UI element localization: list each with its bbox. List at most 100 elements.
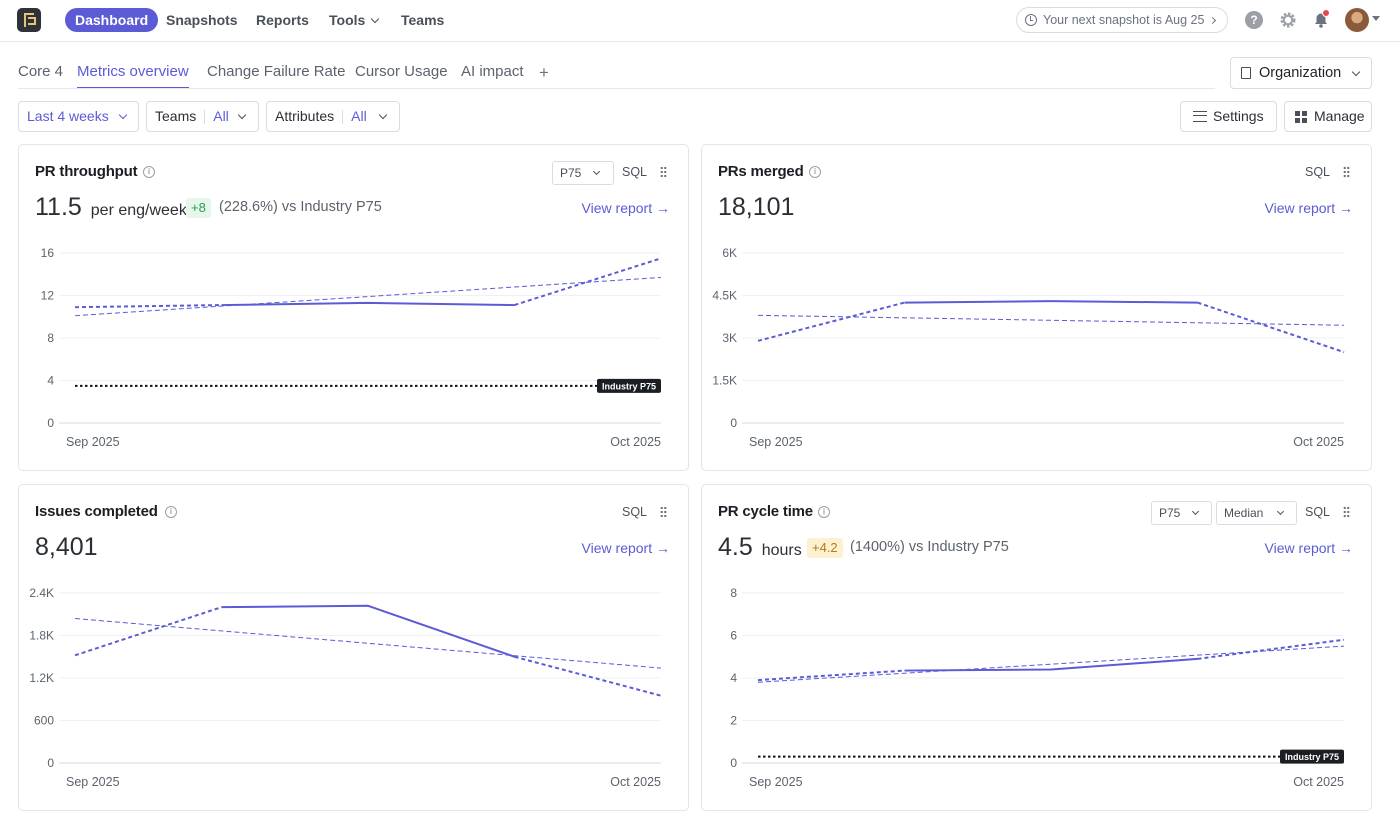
tabs-divider <box>18 88 1215 89</box>
organization-label: Organization <box>1259 65 1342 81</box>
delta-badge: +8 <box>186 198 211 218</box>
y-tick-label: 16 <box>41 246 55 260</box>
view-report-link[interactable]: View report → <box>581 200 670 216</box>
info-icon[interactable]: i <box>809 166 821 178</box>
sql-button[interactable]: SQL <box>1305 505 1331 519</box>
y-tick-label: 1.8K <box>29 629 54 643</box>
series-partial-start <box>757 669 905 682</box>
nav-snapshots[interactable]: Snapshots <box>166 12 238 28</box>
metric-card-issues-completed: Issues completed i SQL 8,401 View report… <box>18 484 689 811</box>
app-logo[interactable] <box>17 8 41 32</box>
view-report-link[interactable]: View report → <box>581 540 670 556</box>
y-tick-label: 8 <box>47 331 54 345</box>
sql-button[interactable]: SQL <box>622 165 648 179</box>
info-icon[interactable]: i <box>143 166 155 178</box>
metric-card-pr-throughput: PR throughput i P75 SQL 11.5 per eng/wee… <box>18 144 689 471</box>
drag-handle-icon[interactable] <box>1343 506 1350 518</box>
y-tick-label: 4 <box>730 671 737 685</box>
separator <box>204 110 206 125</box>
benchmark-label-bg <box>597 378 661 393</box>
y-tick-label: 1.2K <box>29 671 54 685</box>
attributes-filter-label: Attributes <box>275 108 335 124</box>
series-line <box>221 301 515 307</box>
x-tick-label: Oct 2025 <box>1293 775 1344 789</box>
help-icon[interactable]: ? <box>1245 11 1263 29</box>
percentile-select[interactable]: P75 <box>552 161 614 185</box>
y-tick-label: 0 <box>730 756 737 770</box>
line-chart: 2.4K 1.8K 1.2K 600 0 Sep 2025 Oct 2025 <box>29 586 662 789</box>
grid-icon <box>1295 111 1307 123</box>
card-title: PR throughput <box>35 163 138 180</box>
drag-handle-icon[interactable] <box>1343 166 1350 178</box>
separator <box>342 110 344 125</box>
top-nav: Dashboard Snapshots Reports Tools Teams … <box>0 0 1400 42</box>
next-snapshot-pill[interactable]: Your next snapshot is Aug 25 <box>1016 7 1228 33</box>
trend-line <box>74 276 662 317</box>
metric-value: 11.5 per eng/week <box>35 193 187 222</box>
metric-value: 8,401 <box>35 533 98 562</box>
tab-change-failure-rate[interactable]: Change Failure Rate <box>207 63 346 80</box>
view-report-link[interactable]: View report → <box>1264 200 1353 216</box>
view-report-link[interactable]: View report → <box>1264 540 1353 556</box>
nav-tools[interactable]: Tools <box>329 8 380 32</box>
settings-button[interactable]: Settings <box>1180 101 1277 132</box>
sliders-icon <box>1193 111 1207 122</box>
metric-card-prs-merged: PRs merged i SQL 18,101 View report → 6K… <box>701 144 1372 471</box>
sql-button[interactable]: SQL <box>1305 165 1331 179</box>
series-partial-end <box>514 257 662 307</box>
y-tick-label: 8 <box>730 586 737 600</box>
percentile-select-value: P75 <box>1159 506 1181 520</box>
drag-handle-icon[interactable] <box>660 506 667 518</box>
date-range-filter[interactable]: Last 4 weeks <box>18 101 139 132</box>
nav-reports[interactable]: Reports <box>256 12 309 28</box>
logo-icon <box>24 13 36 27</box>
chevron-down-icon <box>118 110 128 120</box>
chevron-right-icon <box>1208 16 1217 25</box>
metric-unit: per eng/week <box>90 202 187 219</box>
metric-number: 18,101 <box>718 193 795 221</box>
drag-handle-icon[interactable] <box>660 166 667 178</box>
benchmark-label: Industry P75 <box>602 381 656 391</box>
tab-ai-impact[interactable]: AI impact <box>461 63 524 80</box>
card-title: PR cycle time <box>718 503 813 520</box>
add-tab-icon[interactable]: + <box>539 63 549 82</box>
gear-icon[interactable] <box>1278 10 1298 30</box>
avatar[interactable] <box>1345 8 1369 32</box>
sql-button[interactable]: SQL <box>622 505 648 519</box>
aggregation-select[interactable]: Median <box>1216 501 1297 525</box>
nav-dashboard[interactable]: Dashboard <box>65 8 159 32</box>
percentile-select-value: P75 <box>560 166 582 180</box>
info-icon[interactable]: i <box>165 506 177 518</box>
chevron-down-icon <box>237 110 247 120</box>
y-tick-label: 2 <box>730 714 737 728</box>
caret-down-icon[interactable] <box>1372 16 1380 21</box>
notification-dot <box>1322 9 1330 17</box>
info-icon[interactable]: i <box>818 506 830 518</box>
y-tick-label: 0 <box>47 416 54 430</box>
manage-label: Manage <box>1314 108 1365 124</box>
trend-line <box>757 314 1345 326</box>
delta-comparison: (228.6%) vs Industry P75 <box>219 199 382 215</box>
manage-button[interactable]: Manage <box>1284 101 1372 132</box>
tab-metrics-overview[interactable]: Metrics overview <box>77 63 189 89</box>
chevron-down-icon <box>371 14 380 24</box>
delta-badge: +4.2 <box>807 538 843 558</box>
attributes-filter[interactable]: Attributes All <box>266 101 400 132</box>
series-line <box>221 604 515 658</box>
nav-teams[interactable]: Teams <box>401 12 445 28</box>
organization-select[interactable]: Organization <box>1230 57 1372 89</box>
nav-tools-label: Tools <box>329 12 366 28</box>
teams-filter[interactable]: Teams All <box>146 101 259 132</box>
aggregation-select-value: Median <box>1224 506 1264 520</box>
series-partial-end <box>514 655 662 697</box>
metric-number: 11.5 <box>35 193 82 221</box>
percentile-select[interactable]: P75 <box>1151 501 1212 525</box>
y-tick-label: 600 <box>34 714 54 728</box>
x-tick-label: Oct 2025 <box>610 775 661 789</box>
tab-cursor-usage[interactable]: Cursor Usage <box>355 63 448 80</box>
tab-core-4[interactable]: Core 4 <box>18 63 64 80</box>
attributes-filter-value: All <box>351 108 367 124</box>
building-icon <box>1241 67 1251 79</box>
card-title: Issues completed <box>35 503 158 520</box>
clock-icon <box>1025 14 1037 26</box>
